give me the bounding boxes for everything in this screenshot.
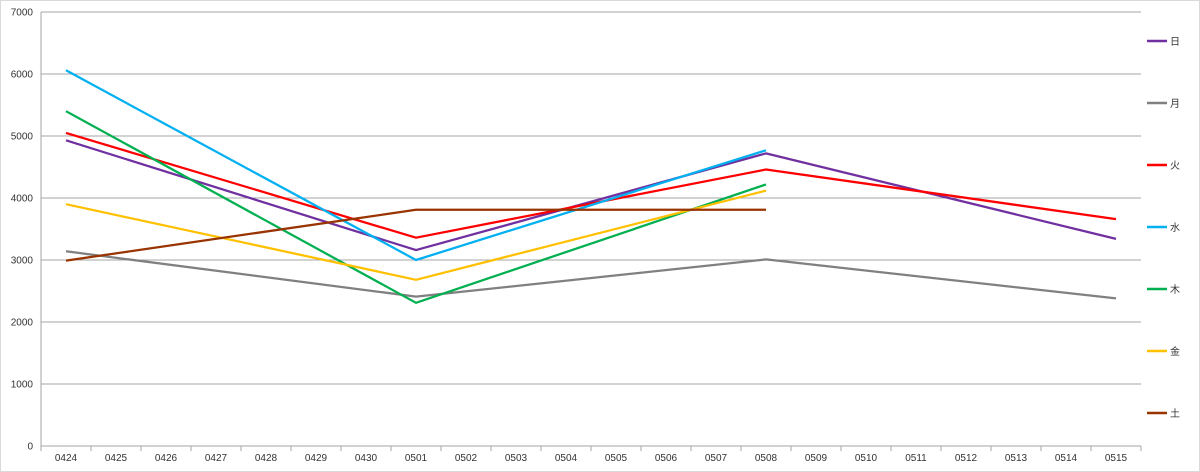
x-tick-label: 0515: [1105, 453, 1128, 464]
x-tick-label: 0506: [655, 453, 678, 464]
series-line-6: [65, 208, 766, 262]
x-tick-label: 0429: [305, 453, 328, 464]
x-tick-label: 0504: [555, 453, 578, 464]
series-line-0: [65, 139, 1117, 252]
x-tick-label: 0511: [905, 453, 927, 464]
x-tick-label: 0430: [355, 453, 378, 464]
y-tick-label: 7000: [11, 8, 34, 19]
y-tick-label: 2000: [11, 318, 34, 329]
x-tick-label: 0428: [255, 453, 278, 464]
y-tick-label: 4000: [11, 194, 34, 205]
y-tick-label: 1000: [11, 380, 34, 391]
x-tick-label: 0508: [755, 453, 778, 464]
legend-item: 火: [1147, 160, 1180, 172]
x-tick-label: 0505: [605, 453, 628, 464]
y-tick-label: 6000: [11, 70, 34, 81]
y-tick-label: 5000: [11, 132, 34, 143]
x-axis: 0424 0425 0426 0427 0428 0429 0430 0501 0502 0503…: [40, 446, 1142, 464]
legend-item: 月: [1147, 98, 1180, 110]
x-tick-label: 0510: [855, 453, 878, 464]
legend-label: 月: [1170, 98, 1180, 110]
series-line-1: [65, 250, 1117, 300]
legend-label: 火: [1170, 160, 1180, 172]
series-line-5: [65, 189, 767, 281]
x-tick-label: 0501: [405, 453, 428, 464]
x-tick-label: 0513: [1005, 453, 1028, 464]
series-lines: [65, 69, 1117, 304]
legend-label: 水: [1170, 222, 1180, 234]
x-tick-label: 0502: [455, 453, 478, 464]
legend-label: 土: [1170, 407, 1180, 420]
x-tick-label: 0512: [955, 453, 978, 464]
series-line-3: [65, 69, 767, 262]
legend-label: 木: [1170, 284, 1180, 296]
legend-item: 木: [1147, 284, 1180, 296]
gridlines: [41, 11, 1141, 447]
x-tick-label: 0503: [505, 453, 528, 464]
legend-label: 日: [1170, 37, 1180, 48]
y-tick-label: 3000: [11, 256, 34, 267]
x-tick-label: 0507: [705, 453, 728, 464]
legend-item: 金: [1147, 345, 1180, 358]
x-tick-label: 0427: [205, 453, 228, 464]
x-tick-label: 0426: [155, 453, 178, 464]
x-tick-label: 0424: [55, 453, 78, 464]
y-axis: 0 1000 2000 3000 4000 5000 6000 7000: [11, 8, 42, 453]
x-tick-label: 0425: [105, 453, 128, 464]
y-tick-label: 0: [27, 442, 33, 453]
series-line-4: [65, 110, 767, 304]
legend-item: 水: [1147, 222, 1180, 234]
x-tick-label: 0514: [1055, 453, 1078, 464]
legend-item: 土: [1147, 407, 1180, 420]
legend-item: 日: [1147, 37, 1180, 48]
legend-label: 金: [1170, 345, 1180, 358]
series-line-2: [65, 131, 1117, 239]
x-tick-label: 0509: [805, 453, 828, 464]
